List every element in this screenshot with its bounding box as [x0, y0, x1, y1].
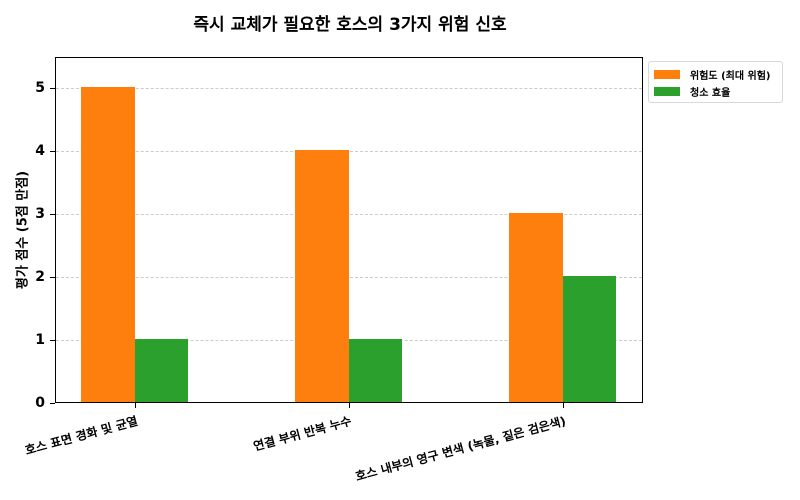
gridline-2	[56, 277, 642, 278]
ytick-label: 4	[35, 143, 45, 159]
ytick-mark	[50, 214, 55, 215]
gridline-5	[56, 88, 642, 89]
xtick-mark	[563, 403, 564, 408]
legend-item-risk: 위험도 (최대 위험)	[654, 66, 777, 83]
xtick-mark	[135, 403, 136, 408]
legend-swatch-orange	[654, 70, 680, 79]
legend-swatch-green	[654, 87, 680, 96]
xtick-label-cat3: 호스 내부의 영구 변색 (녹물, 짙은 검은색)	[353, 413, 568, 484]
legend: 위험도 (최대 위험) 청소 효율	[648, 61, 783, 103]
xtick-label-cat2: 연결 부위 반복 누수	[252, 413, 354, 454]
bar-risk-cat2	[295, 150, 349, 402]
legend-label: 청소 효율	[690, 88, 731, 99]
bar-risk-cat3	[509, 213, 563, 402]
plot-area	[55, 57, 643, 403]
xtick-mark	[349, 403, 350, 408]
legend-label: 위험도 (최대 위험)	[690, 71, 771, 82]
ytick-mark	[50, 88, 55, 89]
bar-risk-cat1	[81, 87, 135, 402]
ytick-label: 1	[35, 332, 45, 348]
ytick-mark	[50, 340, 55, 341]
bar-clean-cat3	[563, 276, 616, 402]
ytick-label: 3	[35, 206, 45, 222]
bar-clean-cat2	[349, 339, 402, 402]
ytick-label: 0	[35, 395, 45, 411]
bar-clean-cat1	[135, 339, 188, 402]
ytick-mark	[50, 277, 55, 278]
gridline-3	[56, 214, 642, 215]
gridline-4	[56, 151, 642, 152]
ytick-mark	[50, 151, 55, 152]
chart-title: 즉시 교체가 필요한 호스의 3가지 위험 신호	[193, 15, 507, 35]
ytick-label: 5	[35, 80, 45, 96]
ytick-label: 2	[35, 269, 45, 285]
ytick-mark	[50, 403, 55, 404]
legend-item-clean: 청소 효율	[654, 83, 777, 100]
xtick-label-cat1: 호스 표면 경화 및 균열	[23, 413, 140, 458]
